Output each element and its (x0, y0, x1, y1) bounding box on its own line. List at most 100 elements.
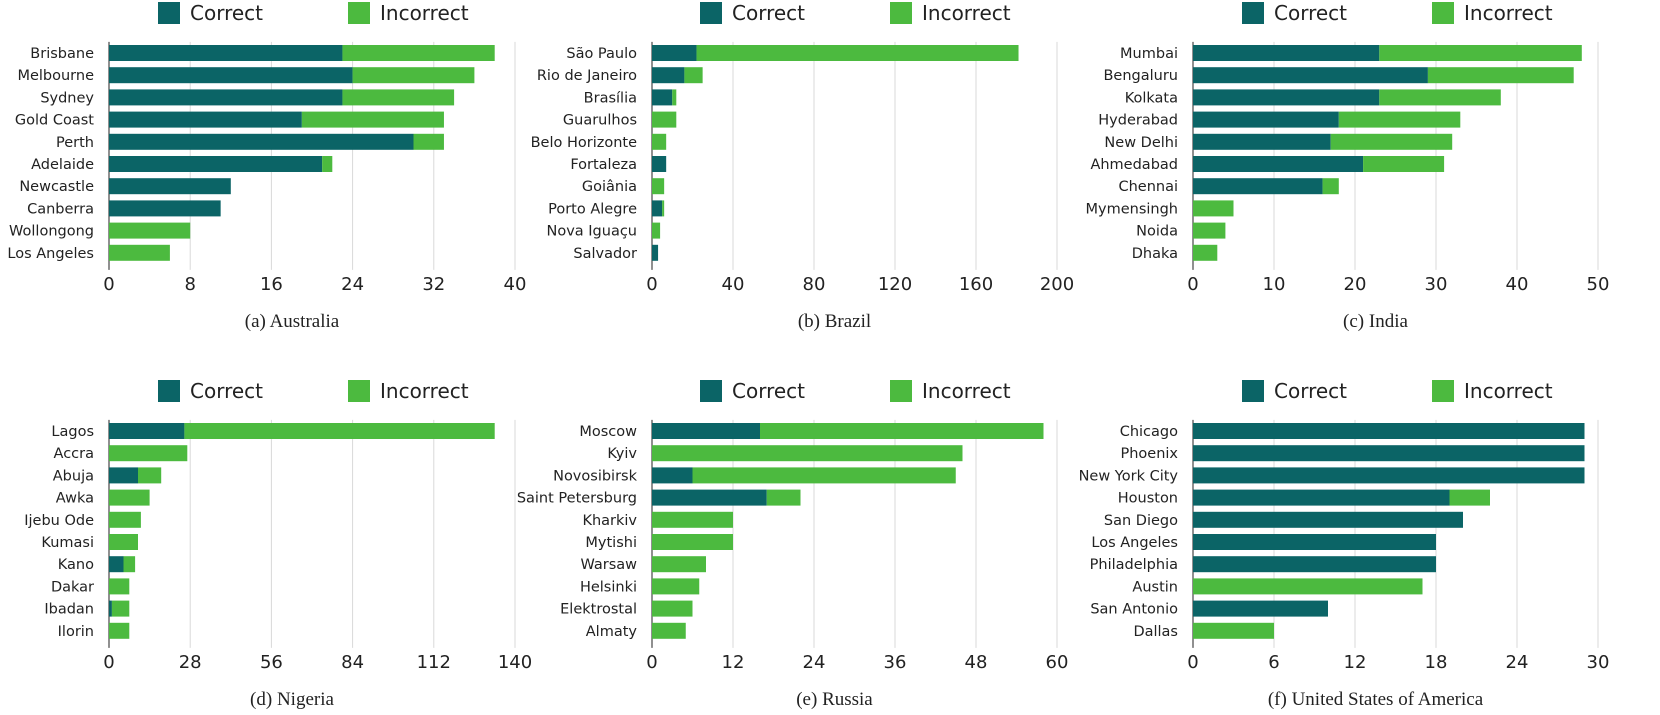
category-label: Brisbane (30, 46, 94, 62)
bar-incorrect (342, 89, 455, 106)
x-tick-label: 16 (260, 274, 283, 295)
bar-incorrect (1193, 222, 1226, 239)
legend-label-incorrect: Incorrect (922, 379, 1011, 403)
legend-swatch-incorrect (348, 2, 370, 24)
bar-incorrect (652, 511, 733, 528)
x-tick-label: 24 (1506, 652, 1529, 673)
category-label: Melbourne (17, 68, 94, 84)
bar-incorrect (352, 67, 475, 84)
legend-label-incorrect: Incorrect (1464, 379, 1553, 403)
bar-incorrect (1379, 45, 1582, 61)
legend-swatch-correct (158, 380, 180, 402)
bar-correct (109, 67, 353, 84)
chart-panel-0: Correct Incorrect Brisbane Melbourne Sydney G… (7, 1, 526, 332)
x-tick-label: 48 (965, 652, 988, 673)
category-label: Los Angeles (7, 246, 94, 262)
x-tick-label: 60 (1046, 652, 1069, 673)
legend-swatch-correct (1242, 380, 1264, 402)
legend-swatch-correct (158, 2, 180, 24)
x-tick-label: 80 (803, 274, 826, 295)
x-tick-label: 0 (1187, 652, 1198, 673)
bar-incorrect (1193, 622, 1274, 639)
x-tick-label: 0 (103, 652, 114, 673)
bar-incorrect (322, 156, 333, 172)
bar-correct (652, 489, 767, 506)
bar-correct (1193, 600, 1328, 617)
bar-correct (109, 178, 231, 195)
bar-incorrect (1193, 578, 1423, 595)
category-label: Hyderabad (1098, 113, 1178, 129)
category-label: New Delhi (1104, 135, 1178, 151)
legend-label-correct: Correct (190, 1, 263, 25)
legend-swatch-incorrect (890, 2, 912, 24)
bar-correct (652, 423, 760, 439)
x-tick-label: 50 (1587, 274, 1610, 295)
bar-correct (1193, 556, 1436, 573)
x-tick-label: 40 (504, 274, 527, 295)
category-label: San Antonio (1090, 602, 1178, 618)
legend-swatch-correct (700, 380, 722, 402)
category-label: Awka (56, 491, 94, 507)
category-label: Fortaleza (570, 157, 637, 173)
bar-incorrect (652, 534, 733, 550)
chart-panel-3: Correct Incorrect Lagos Accra Abuja Awka Ijebu… (24, 379, 532, 710)
bar-incorrect (184, 423, 495, 439)
bar-incorrect (692, 467, 956, 484)
bar-incorrect (652, 578, 700, 595)
category-label: Ahmedabad (1090, 157, 1178, 173)
bar-incorrect (413, 133, 444, 150)
bar-incorrect (1193, 244, 1218, 261)
chart-panel-4: Correct Incorrect Moscow Kyiv Novosibirsk Sai… (517, 379, 1069, 710)
category-label: Kumasi (41, 535, 94, 551)
category-label: Guarulhos (563, 113, 637, 129)
bar-correct (109, 467, 138, 484)
bar-incorrect (1322, 178, 1339, 195)
panel-caption: (c) India (1343, 311, 1408, 332)
bar-incorrect (652, 445, 963, 462)
x-tick-label: 24 (341, 274, 364, 295)
bar-correct (1193, 178, 1323, 195)
category-label: Belo Horizonte (531, 135, 637, 151)
bar-incorrect (109, 534, 138, 550)
category-label: Gold Coast (15, 113, 94, 129)
panel-caption: (f) United States of America (1268, 689, 1484, 710)
category-label: Brasília (584, 90, 637, 106)
category-label: Sydney (40, 90, 94, 106)
legend-label-correct: Correct (1274, 1, 1347, 25)
x-tick-label: 0 (103, 274, 114, 295)
legend-label-incorrect: Incorrect (922, 1, 1011, 25)
category-label: Kyiv (607, 446, 637, 462)
bar-correct (109, 156, 323, 172)
x-tick-label: 30 (1425, 274, 1448, 295)
bar-incorrect (652, 556, 706, 573)
bar-incorrect (109, 489, 150, 506)
x-tick-label: 20 (1344, 274, 1367, 295)
bar-correct (1193, 511, 1463, 528)
bar-incorrect (1449, 489, 1490, 506)
category-label: Bengaluru (1103, 68, 1178, 84)
bar-incorrect (1379, 89, 1501, 106)
bar-correct (652, 244, 659, 261)
bar-incorrect (652, 622, 686, 639)
bar-incorrect (662, 200, 665, 217)
category-label: Kolkata (1125, 90, 1178, 106)
category-label: Canberra (27, 201, 94, 217)
bar-correct (109, 200, 221, 217)
bar-incorrect (766, 489, 801, 506)
x-tick-label: 84 (341, 652, 364, 673)
x-tick-label: 36 (884, 652, 907, 673)
category-label: San Diego (1104, 513, 1178, 529)
category-label: Newcastle (19, 179, 94, 195)
bar-incorrect (109, 578, 130, 595)
category-label: Porto Alegre (548, 201, 637, 217)
bar-incorrect (1193, 200, 1234, 217)
legend-swatch-incorrect (1432, 380, 1454, 402)
legend-label-incorrect: Incorrect (1464, 1, 1553, 25)
legend-label-correct: Correct (190, 379, 263, 403)
panel-caption: (e) Russia (796, 689, 873, 710)
bar-correct (1193, 156, 1364, 172)
bar-correct (109, 111, 302, 128)
bar-correct (109, 45, 343, 61)
category-label: Dakar (51, 579, 94, 595)
